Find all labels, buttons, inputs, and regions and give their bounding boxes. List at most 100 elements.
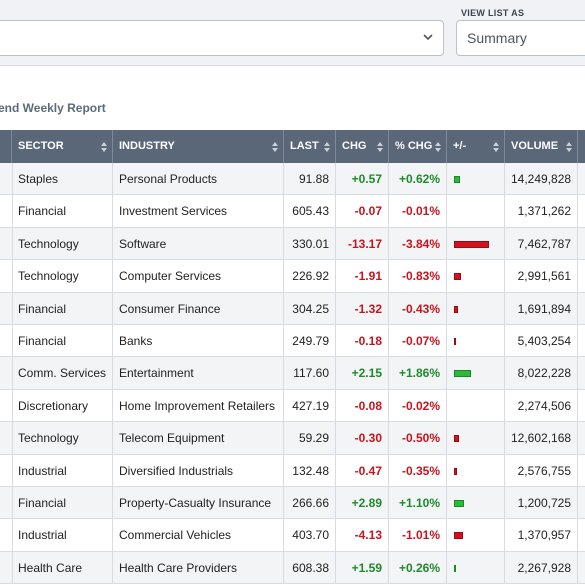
list-select[interactable] bbox=[0, 20, 444, 56]
row-leading-cell bbox=[0, 422, 13, 454]
change-bar bbox=[454, 435, 459, 443]
row-trailing-cell bbox=[578, 487, 585, 518]
row-trailing-cell bbox=[578, 422, 585, 453]
cell-volume: 2,267,928 bbox=[505, 551, 578, 584]
cell-industry: Consumer Finance bbox=[113, 292, 284, 324]
table-row[interactable]: Technology Computer Services 226.92 -1.91 -0… bbox=[0, 260, 585, 293]
cell-chg: -0.47 bbox=[336, 454, 389, 486]
cell-pct: -0.02% bbox=[389, 389, 447, 422]
cell-chg: -0.30 bbox=[336, 422, 389, 454]
row-leading-cell bbox=[0, 519, 13, 551]
view-list-select[interactable]: Summary bbox=[456, 20, 585, 56]
column-header-pct-chg[interactable]: % CHG bbox=[389, 130, 447, 163]
cell-chg: -4.13 bbox=[336, 519, 389, 551]
column-header-label: +/- bbox=[453, 140, 467, 152]
cell-industry: Property-Casualty Insurance bbox=[113, 486, 284, 519]
change-bar bbox=[454, 467, 458, 475]
cell-last: 91.88 bbox=[284, 163, 336, 195]
table-row[interactable]: Technology Software 330.01 -13.17 -3.84% 7,46… bbox=[0, 227, 585, 261]
sort-icon bbox=[566, 142, 572, 152]
cell-chg: -0.07 bbox=[336, 195, 389, 227]
cell-pct: -0.07% bbox=[389, 324, 447, 357]
cell-sector: Financial bbox=[12, 486, 113, 519]
column-header-industry[interactable]: INDUSTRY bbox=[113, 130, 284, 163]
header-cell-trailing bbox=[578, 130, 585, 163]
row-trailing-cell bbox=[578, 552, 585, 583]
row-leading-cell bbox=[0, 357, 13, 389]
row-trailing-cell bbox=[578, 195, 585, 226]
change-bar bbox=[454, 273, 462, 281]
filter-bar: VIEW LIST AS Summary bbox=[0, 0, 585, 66]
row-trailing-cell bbox=[578, 390, 585, 421]
row-leading-cell bbox=[0, 227, 13, 260]
column-header-label: INDUSTRY bbox=[119, 140, 175, 152]
table-row[interactable]: Industrial Diversified Industrials 132.48-… bbox=[0, 454, 585, 487]
weekly-report-link[interactable]: end Weekly Report bbox=[0, 101, 106, 115]
change-bar bbox=[454, 499, 464, 507]
cell-pct: -0.01% bbox=[389, 195, 447, 227]
table-row[interactable]: Discretionary Home Improvement Retailers 4… bbox=[0, 389, 585, 423]
column-header-chg[interactable]: CHG bbox=[336, 130, 389, 163]
row-leading-cell bbox=[0, 454, 13, 486]
cell-pct: -0.50% bbox=[389, 422, 447, 454]
cell-industry: Telecom Equipment bbox=[113, 422, 284, 454]
cell-sector: Technology bbox=[12, 260, 113, 292]
column-header-plus-minus[interactable]: +/- bbox=[447, 130, 505, 163]
cell-last: 132.48 bbox=[284, 454, 336, 486]
cell-industry: Investment Services bbox=[113, 195, 284, 227]
table-body: Staples Personal Products 91.88 +0.57 +0.62%… bbox=[0, 163, 585, 585]
table-row[interactable]: Financial Investment Services 605.43 -0.07-… bbox=[0, 195, 585, 228]
cell-industry: Banks bbox=[113, 324, 284, 357]
cell-pct: -0.43% bbox=[389, 292, 447, 324]
change-bar bbox=[454, 532, 464, 540]
table-row[interactable]: Health Care Health Care Providers 608.38 +1… bbox=[0, 551, 585, 585]
column-header-label: SECTOR bbox=[18, 140, 64, 152]
cell-chg: +1.59 bbox=[336, 551, 389, 584]
change-bar-cell bbox=[447, 227, 505, 260]
cell-chg: -0.18 bbox=[336, 324, 389, 357]
header-cell-leading bbox=[0, 130, 12, 163]
row-trailing-cell bbox=[578, 519, 585, 550]
view-list-label: VIEW LIST AS bbox=[461, 8, 525, 18]
sort-icon bbox=[272, 142, 278, 152]
cell-last: 427.19 bbox=[284, 389, 336, 422]
cell-last: 330.01 bbox=[284, 227, 336, 260]
row-trailing-cell bbox=[578, 293, 585, 324]
column-header-label: VOLUME bbox=[511, 140, 559, 152]
cell-pct: -0.35% bbox=[389, 454, 447, 486]
table-row[interactable]: Staples Personal Products 91.88 +0.57 +0.62%… bbox=[0, 163, 585, 196]
row-leading-cell bbox=[0, 292, 13, 324]
change-bar bbox=[454, 176, 460, 183]
table-row[interactable]: Financial Consumer Finance 304.25 -1.32 -0.4… bbox=[0, 292, 585, 325]
column-header-last[interactable]: LAST bbox=[284, 130, 336, 163]
sort-icon bbox=[493, 142, 499, 152]
cell-volume: 8,022,228 bbox=[505, 357, 578, 389]
column-header-sector[interactable]: SECTOR bbox=[12, 130, 113, 163]
change-bar-cell bbox=[447, 163, 505, 195]
row-trailing-cell bbox=[578, 357, 585, 388]
cell-last: 304.25 bbox=[284, 292, 336, 324]
cell-sector: Financial bbox=[12, 195, 113, 227]
change-bar-cell bbox=[447, 195, 505, 227]
change-bar bbox=[454, 305, 458, 313]
cell-last: 266.66 bbox=[284, 486, 336, 519]
cell-pct: +0.62% bbox=[389, 163, 447, 195]
view-list-value: Summary bbox=[467, 30, 527, 46]
sort-icon bbox=[377, 142, 383, 152]
cell-industry: Health Care Providers bbox=[113, 551, 284, 584]
cell-last: 59.29 bbox=[284, 422, 336, 454]
table-row[interactable]: Comm. Services Entertainment 117.60 +2.15 +1… bbox=[0, 357, 585, 390]
cell-sector: Technology bbox=[12, 422, 113, 454]
table-row[interactable]: Financial Property-Casualty Insurance 266.… bbox=[0, 486, 585, 520]
table-row[interactable]: Industrial Commercial Vehicles 403.70 -4.13… bbox=[0, 519, 585, 552]
cell-pct: -1.01% bbox=[389, 519, 447, 551]
cell-industry: Computer Services bbox=[113, 260, 284, 292]
row-trailing-cell bbox=[578, 228, 585, 259]
table-row[interactable]: Technology Telecom Equipment 59.29 -0.30 -0.… bbox=[0, 422, 585, 455]
change-bar-cell bbox=[447, 486, 505, 519]
row-leading-cell bbox=[0, 486, 13, 519]
table-row[interactable]: Financial Banks 249.79 -0.18 -0.07% 5,403,254 bbox=[0, 324, 585, 358]
cell-industry: Personal Products bbox=[113, 163, 284, 195]
cell-volume: 5,403,254 bbox=[505, 324, 578, 357]
column-header-volume[interactable]: VOLUME bbox=[505, 130, 578, 163]
